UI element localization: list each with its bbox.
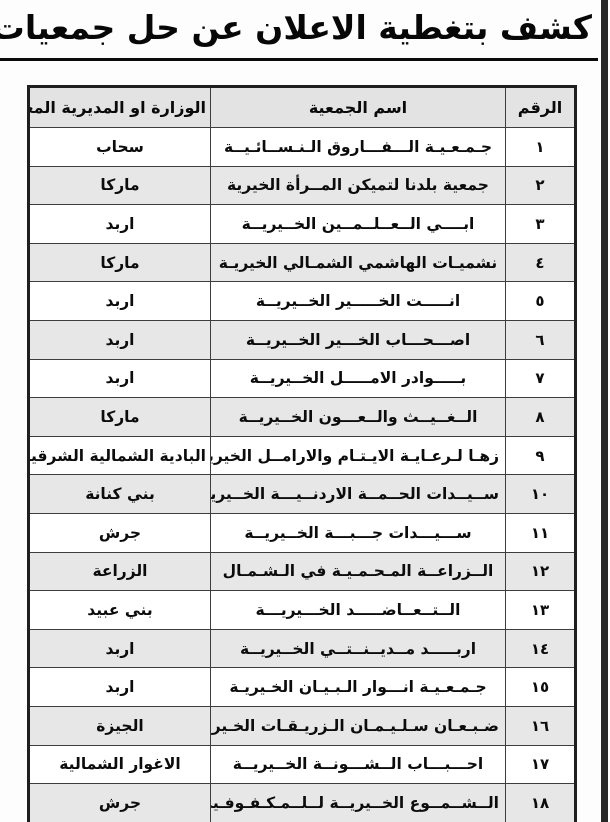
- association-name-cell: ســيــدات الحــمــة الاردنــيـــة الخــي…: [210, 474, 506, 514]
- row-number-cell: ٩: [505, 435, 576, 476]
- table-row: ١٢ الــزراعــة المـحـمـيـة في الـشـمـال ال…: [28, 551, 576, 592]
- header-association-name: اسم الجمعية: [210, 86, 506, 128]
- table-row: ٣ ابــــي الــعــلــمــين الخــيريــة اربد: [28, 204, 576, 244]
- association-name-cell: زهـا لـرعـايـة الايـتـام والارامــل الخي…: [210, 435, 506, 476]
- association-name-cell: نشميـات الهاشمي الشمـالي الخيريـة: [210, 242, 506, 283]
- association-name-cell: اربـــــد مــديــنــتــي الخــيريــة: [210, 628, 506, 669]
- row-number-cell: ١٧: [505, 744, 576, 785]
- association-name-cell: جـمـعـيـة الـــفـــاروق الـنـســائـيــة: [210, 127, 506, 167]
- table-row: ١٧ احـــبـــاب الــشـــونــة الخــيريــة ا…: [28, 744, 576, 785]
- ministry-cell: اربد: [28, 667, 211, 707]
- header-number: الرقم: [505, 86, 576, 128]
- row-number-cell: ١١: [505, 512, 576, 553]
- table-row: ١٨ الــشــمــوع الخــيريــة لــلــمـكـفـو…: [28, 783, 576, 822]
- table-row: ٥ انـــــت الخـــــير الخــيريــة اربد: [28, 281, 576, 321]
- association-name-cell: احـــبـــاب الــشـــونــة الخــيريــة: [210, 744, 506, 785]
- row-number-cell: ١٨: [505, 783, 576, 822]
- association-name-cell: الــغــيــث والــعـــون الخــيريــة: [210, 397, 506, 437]
- row-number-cell: ٨: [505, 397, 576, 437]
- row-number-cell: ٧: [505, 358, 576, 399]
- ministry-cell: اربد: [28, 628, 211, 669]
- row-number-cell: ١٠: [505, 474, 576, 514]
- ministry-cell: ماركا: [28, 397, 211, 437]
- row-number-cell: ٥: [505, 281, 576, 321]
- row-number-cell: ٣: [505, 204, 576, 244]
- table-body: ١ جـمـعـيـة الـــفـــاروق الـنـســائـيــة…: [28, 127, 576, 822]
- association-name-cell: اصـــحـــاب الخـــير الخــيريــة: [210, 319, 506, 360]
- ministry-cell: بني عبيد: [28, 590, 211, 630]
- table-row: ٦ اصـــحـــاب الخـــير الخــيريــة اربد: [28, 319, 576, 360]
- association-name-cell: جمعية بلدنا لتميكن المــرأة الخيرية: [210, 165, 506, 206]
- row-number-cell: ٦: [505, 319, 576, 360]
- association-name-cell: جـمـعـيـة انـــوار الـبـيـان الخـيريـة: [210, 667, 506, 707]
- table-row: ٢ جمعية بلدنا لتميكن المــرأة الخيرية مارك…: [28, 165, 576, 206]
- association-name-cell: الــزراعــة المـحـمـيـة في الـشـمـال: [210, 551, 506, 592]
- row-number-cell: ١٦: [505, 705, 576, 746]
- row-number-cell: ١٢: [505, 551, 576, 592]
- association-name-cell: ابــــي الــعــلــمــين الخــيريــة: [210, 204, 506, 244]
- ministry-cell: الجيزة: [28, 705, 211, 746]
- association-name-cell: الــتــعــاضـــــد الخـــيريـــة: [210, 590, 506, 630]
- table-row: ٨ الــغــيــث والــعـــون الخــيريــة مارك…: [28, 397, 576, 437]
- ministry-cell: ماركا: [28, 165, 211, 206]
- table-row: ٩ زهـا لـرعـايـة الايـتـام والارامــل الخ…: [28, 435, 576, 476]
- header-ministry: الوزارة او المديرية المعنية: [28, 86, 211, 128]
- table-row: ١٦ ضـبـعـان سـلـيـمـان الـزريـقـات الخـير…: [28, 705, 576, 746]
- ministry-cell: اربد: [28, 358, 211, 399]
- ministry-cell: الاغوار الشمالية: [28, 744, 211, 785]
- table-row: ١٤ اربـــــد مــديــنــتــي الخــيريــة ار…: [28, 628, 576, 669]
- row-number-cell: ١٤: [505, 628, 576, 669]
- table-row: ١ جـمـعـيـة الـــفـــاروق الـنـســائـيــة…: [28, 127, 576, 167]
- association-name-cell: ســـيـــدات جـــبـــة الخــيريــة: [210, 512, 506, 553]
- table-row: ١٣ الــتــعــاضـــــد الخـــيريـــة بني عب…: [28, 590, 576, 630]
- title-wrap: كشف بتغطية الاعلان عن حل جمعيات: [0, 4, 598, 61]
- header-row: الرقم اسم الجمعية الوزارة او المديرية ال…: [28, 86, 576, 128]
- ministry-cell: اربد: [28, 204, 211, 244]
- row-number-cell: ١٣: [505, 590, 576, 630]
- ministry-cell: البادية الشمالية الشرقية: [28, 435, 211, 476]
- ministry-cell: سحاب: [28, 127, 211, 167]
- associations-table: الرقم اسم الجمعية الوزارة او المديرية ال…: [27, 85, 577, 822]
- ministry-cell: اربد: [28, 319, 211, 360]
- ministry-cell: بني كنانة: [28, 474, 211, 514]
- ministry-cell: جرش: [28, 783, 211, 822]
- association-name-cell: الــشــمــوع الخــيريــة لــلــمـكـفـوفـ…: [210, 783, 506, 822]
- table-row: ٤ نشميـات الهاشمي الشمـالي الخيريـة ماركا: [28, 242, 576, 283]
- row-number-cell: ١٥: [505, 667, 576, 707]
- association-name-cell: بـــــوادر الامـــــل الخــيريــة: [210, 358, 506, 399]
- row-number-cell: ١: [505, 127, 576, 167]
- table-row: ١١ ســـيـــدات جـــبـــة الخــيريــة جرش: [28, 512, 576, 553]
- association-name-cell: انـــــت الخـــــير الخــيريــة: [210, 281, 506, 321]
- table-row: ١٥ جـمـعـيـة انـــوار الـبـيـان الخـيريـة…: [28, 667, 576, 707]
- table-row: ٧ بـــــوادر الامـــــل الخــيريــة اربد: [28, 358, 576, 399]
- table-row: ١٠ ســيــدات الحــمــة الاردنــيـــة الخـ…: [28, 474, 576, 514]
- ministry-cell: جرش: [28, 512, 211, 553]
- ministry-cell: الزراعة: [28, 551, 211, 592]
- association-name-cell: ضـبـعـان سـلـيـمـان الـزريـقـات الخـيريـ…: [210, 705, 506, 746]
- row-number-cell: ٢: [505, 165, 576, 206]
- page-edge-line: [601, 0, 608, 822]
- ministry-cell: اربد: [28, 281, 211, 321]
- row-number-cell: ٤: [505, 242, 576, 283]
- page-title: كشف بتغطية الاعلان عن حل جمعيات: [0, 4, 598, 61]
- ministry-cell: ماركا: [28, 242, 211, 283]
- table-header: الرقم اسم الجمعية الوزارة او المديرية ال…: [28, 86, 576, 128]
